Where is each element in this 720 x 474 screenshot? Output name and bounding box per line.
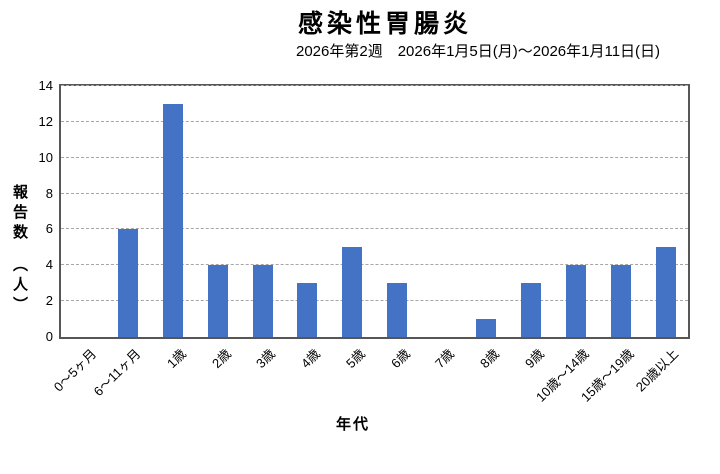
bar-6 — [342, 247, 363, 337]
bar-7 — [386, 283, 407, 337]
gridline-y14 — [61, 85, 688, 86]
gridline-y12 — [61, 120, 688, 122]
x-tick-label-4: 3歳 — [253, 346, 279, 372]
x-tick-label-7: 6歳 — [387, 346, 413, 372]
x-tick-label-5: 4歳 — [298, 346, 324, 372]
x-tick-label-8: 7歳 — [432, 346, 458, 372]
bar-12 — [610, 265, 631, 337]
x-tick-label-10: 9歳 — [522, 346, 547, 372]
plot-area — [59, 84, 690, 339]
gridline-y8 — [61, 192, 688, 194]
y-tick-label-0: 0 — [45, 329, 53, 344]
y-tick-label-12: 12 — [38, 113, 53, 129]
x-tick-label-9: 8歳 — [477, 346, 503, 372]
x-tick-label-1: 6～11ヶ月 — [91, 346, 144, 399]
bar-11 — [566, 265, 587, 337]
gridline-y2 — [61, 300, 688, 302]
bar-2 — [162, 103, 183, 337]
y-axis-title: 報告数 （人） — [11, 184, 28, 317]
gridline-y10 — [61, 156, 688, 158]
x-tick-label-3: 2歳 — [208, 346, 234, 372]
bar-9 — [476, 319, 497, 337]
bar-13 — [655, 247, 676, 337]
bar-4 — [252, 265, 273, 337]
gridline-y6 — [61, 228, 688, 230]
y-tick-label-8: 8 — [45, 185, 53, 201]
x-tick-label-2: 1歳 — [163, 346, 189, 372]
y-tick-label-14: 14 — [38, 78, 53, 93]
x-tick-label-6: 5歳 — [342, 346, 368, 372]
chart-title: 感染性胃腸炎 — [298, 10, 473, 38]
x-tick-label-13: 20歳以上 — [632, 346, 682, 395]
y-tick-label-6: 6 — [45, 221, 53, 237]
y-tick-label-2: 2 — [45, 293, 53, 309]
bar-5 — [297, 283, 318, 337]
gridline-y4 — [61, 264, 688, 266]
x-axis-title: 年代 — [336, 416, 371, 433]
y-tick-label-10: 10 — [38, 149, 53, 165]
chart-subtitle: 2026年第2週 2026年1月5日(月)～2026年1月11日(日) — [296, 43, 661, 60]
bar-10 — [521, 283, 542, 337]
y-tick-label-4: 4 — [45, 257, 53, 273]
bar-3 — [207, 265, 228, 337]
bar-1 — [118, 229, 139, 337]
